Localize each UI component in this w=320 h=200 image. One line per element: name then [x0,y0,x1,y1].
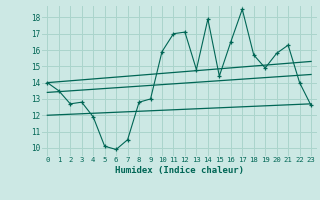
X-axis label: Humidex (Indice chaleur): Humidex (Indice chaleur) [115,166,244,175]
